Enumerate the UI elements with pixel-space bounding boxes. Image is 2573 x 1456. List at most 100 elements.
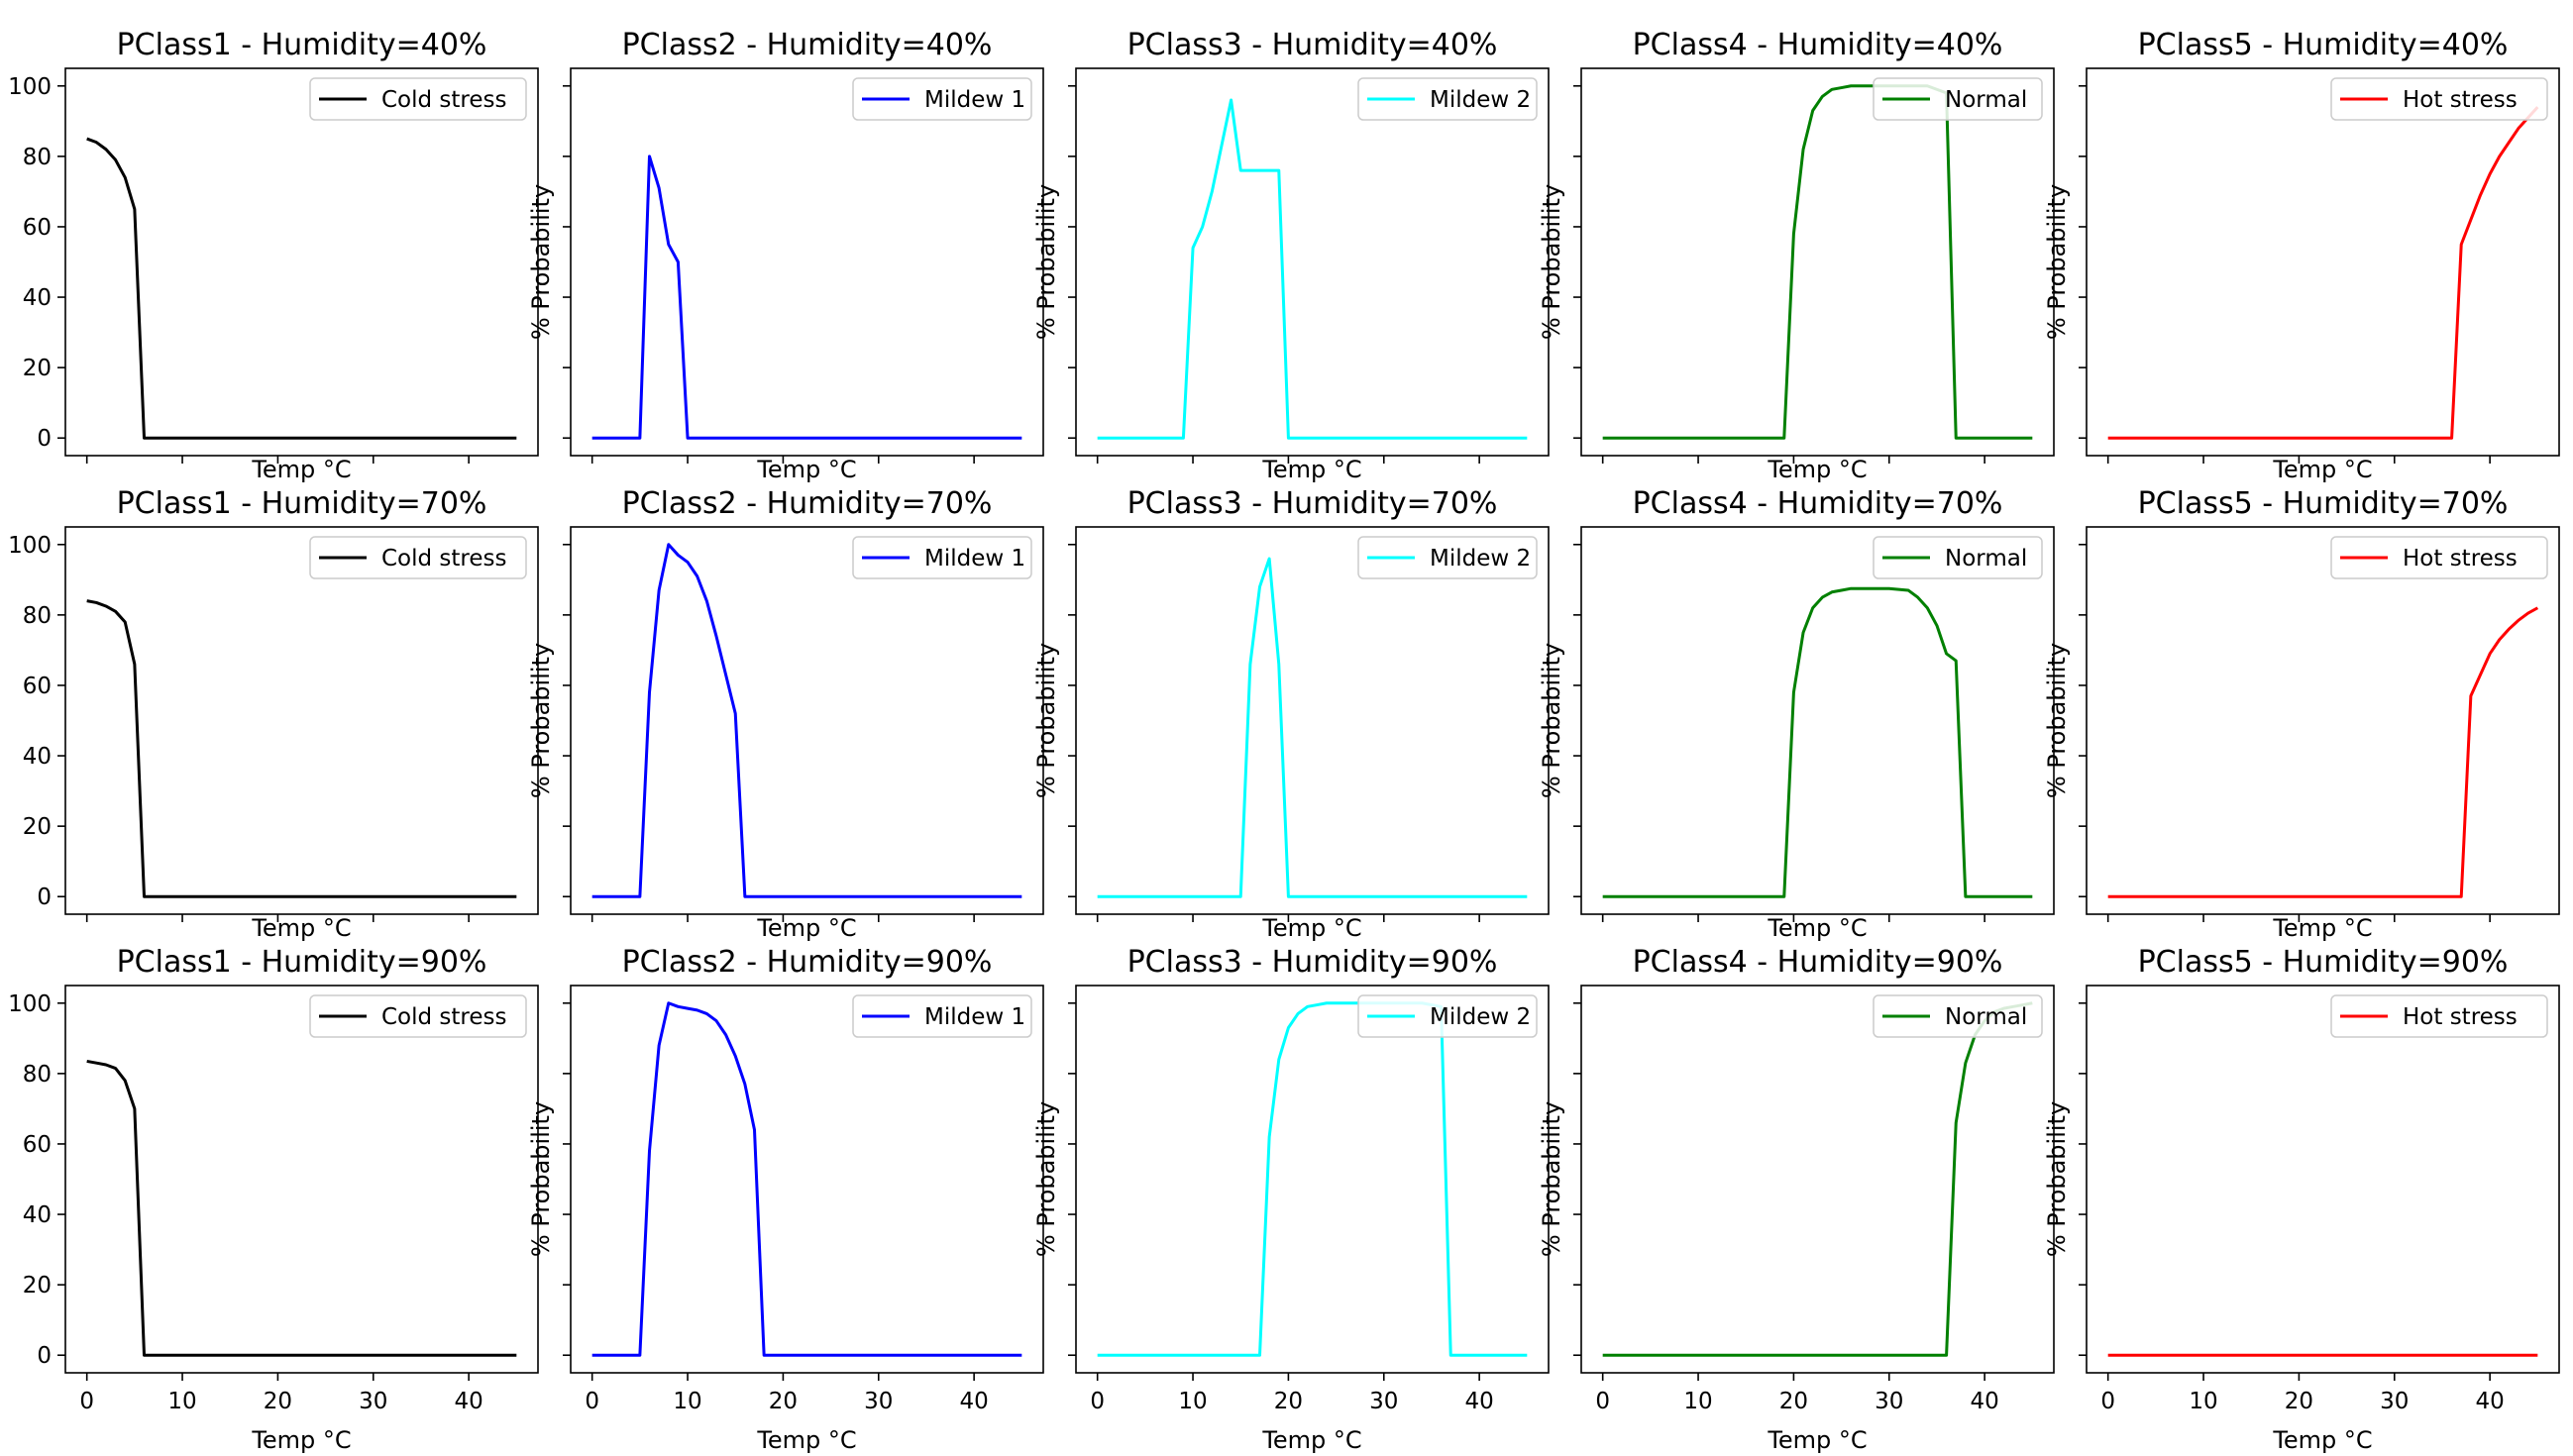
x-tick-label: 0 <box>1595 1389 1610 1414</box>
x-tick-label: 40 <box>454 1389 482 1414</box>
y-axis-label: % Probability <box>1538 643 1565 798</box>
legend: Hot stress <box>2330 536 2548 579</box>
subplot-title: PClass5 - Humidity=70% <box>2138 486 2509 521</box>
subplot-9: PClass4 - Humidity=70% % Probability Temp … <box>1538 486 2055 942</box>
x-tick-label: 20 <box>1779 1389 1808 1414</box>
x-axis-label: Temp °C <box>1767 1426 1867 1454</box>
legend: Mildew 1 <box>852 994 1032 1038</box>
y-tick-label: 20 <box>23 356 52 381</box>
subplot-title: PClass4 - Humidity=90% <box>1633 945 2003 980</box>
legend: Mildew 2 <box>1357 994 1538 1038</box>
legend-box <box>1357 994 1538 1038</box>
legend-box <box>852 77 1032 121</box>
axes-frame <box>1075 67 1550 457</box>
series-line-mildew-2 <box>1097 1001 1528 1357</box>
subplot-title: PClass5 - Humidity=90% <box>2138 945 2509 980</box>
legend: Cold stress <box>309 994 527 1038</box>
series-line-hot-stress <box>2107 606 2539 898</box>
x-axis-label: Temp °C <box>2272 1426 2372 1454</box>
x-axis-label: Temp °C <box>1261 456 1361 483</box>
y-axis-label: % Probability <box>527 643 555 798</box>
subplot-3: PClass3 - Humidity=40% % Probability Temp … <box>1032 28 1550 483</box>
x-tick-label: 30 <box>1369 1389 1398 1414</box>
legend-box <box>1357 77 1538 121</box>
subplot-title: PClass1 - Humidity=70% <box>117 486 487 521</box>
legend-box <box>1873 994 2043 1038</box>
x-tick-label: 40 <box>2475 1389 2504 1414</box>
axes-frame <box>570 985 1044 1374</box>
legend-box <box>309 77 527 121</box>
y-axis-label: % Probability <box>527 1101 555 1257</box>
subplot-11: PClass1 - Humidity=90% 0 20 40 60 80 100 0 10 20 3… <box>8 945 539 1454</box>
legend-box <box>309 536 527 579</box>
x-tick-label: 40 <box>1464 1389 1493 1414</box>
legend: Normal <box>1873 77 2043 121</box>
x-tick-label: 10 <box>673 1389 701 1414</box>
legend-label: Normal <box>1945 1004 2027 1030</box>
subplot-title: PClass1 - Humidity=40% <box>117 28 487 62</box>
legend: Hot stress <box>2330 77 2548 121</box>
x-axis-label: Temp °C <box>1767 914 1867 942</box>
y-tick-label: 20 <box>23 1273 52 1299</box>
x-tick-label: 20 <box>2285 1389 2313 1414</box>
subplot-5: PClass5 - Humidity=40% % Probability Temp … <box>2043 28 2560 483</box>
subplot-title: PClass4 - Humidity=70% <box>1633 486 2003 521</box>
legend: Cold stress <box>309 536 527 579</box>
y-tick-label: 100 <box>8 533 52 559</box>
subplot-14: PClass4 - Humidity=90% 0 10 20 30 40 % Probabi… <box>1538 945 2055 1454</box>
y-tick-label: 20 <box>23 814 52 840</box>
x-tick-label: 40 <box>1970 1389 1998 1414</box>
y-tick-label: 60 <box>23 215 52 241</box>
axes-frame <box>570 526 1044 915</box>
subplot-title: PClass1 - Humidity=90% <box>117 945 487 980</box>
x-axis-label: Temp °C <box>756 1426 856 1454</box>
legend-label: Cold stress <box>381 1004 507 1030</box>
legend-box <box>2330 994 2548 1038</box>
series-line-cold-stress <box>86 137 517 440</box>
y-axis-label: % Probability <box>1538 1101 1565 1257</box>
y-axis-label: % Probability <box>1032 184 1060 340</box>
legend-label: Mildew 2 <box>1430 1004 1531 1030</box>
axes-frame <box>2086 985 2560 1374</box>
x-tick-label: 30 <box>359 1389 387 1414</box>
series-line-normal <box>1602 586 2033 898</box>
y-tick-label: 0 <box>37 884 52 910</box>
y-tick-label: 100 <box>8 74 52 100</box>
subplot-title: PClass3 - Humidity=90% <box>1127 945 1498 980</box>
x-tick-label: 30 <box>2380 1389 2409 1414</box>
axes-frame <box>1075 985 1550 1374</box>
legend: Normal <box>1873 994 2043 1038</box>
series-line-cold-stress <box>86 1059 517 1357</box>
y-axis-label: % Probability <box>2043 184 2071 340</box>
series-line-mildew-2 <box>1097 98 1528 440</box>
subplot-title: PClass5 - Humidity=40% <box>2138 28 2509 62</box>
x-axis-label: Temp °C <box>756 914 856 942</box>
legend-label: Mildew 2 <box>1430 87 1531 113</box>
subplot-13: PClass3 - Humidity=90% 0 10 20 30 40 % Probabi… <box>1032 945 1550 1454</box>
subplot-title: PClass3 - Humidity=70% <box>1127 486 1498 521</box>
x-axis-label: Temp °C <box>1261 914 1361 942</box>
legend-box <box>852 536 1032 579</box>
subplot-8: PClass3 - Humidity=70% % Probability Temp … <box>1032 486 1550 942</box>
axes-frame <box>2086 67 2560 457</box>
axes-frame <box>64 526 539 915</box>
legend-label: Cold stress <box>381 87 507 113</box>
x-axis-label: Temp °C <box>2272 914 2372 942</box>
legend-box <box>309 994 527 1038</box>
y-tick-label: 80 <box>23 1062 52 1088</box>
legend-box <box>1873 77 2043 121</box>
y-tick-label: 80 <box>23 603 52 629</box>
series-line-mildew-2 <box>1097 557 1528 898</box>
legend-label: Mildew 2 <box>1430 546 1531 572</box>
x-tick-label: 0 <box>2100 1389 2115 1414</box>
subplot-10: PClass5 - Humidity=70% % Probability Temp … <box>2043 486 2560 942</box>
x-tick-label: 10 <box>1683 1389 1712 1414</box>
x-axis-label: Temp °C <box>251 1426 351 1454</box>
legend-label: Mildew 1 <box>924 546 1025 572</box>
x-axis-label: Temp °C <box>2272 456 2372 483</box>
legend: Mildew 2 <box>1357 536 1538 579</box>
x-axis-label: Temp °C <box>251 456 351 483</box>
subplot-12: PClass2 - Humidity=90% 0 10 20 30 40 % Probabi… <box>527 945 1044 1454</box>
y-axis-label: % Probability <box>2043 1101 2071 1257</box>
